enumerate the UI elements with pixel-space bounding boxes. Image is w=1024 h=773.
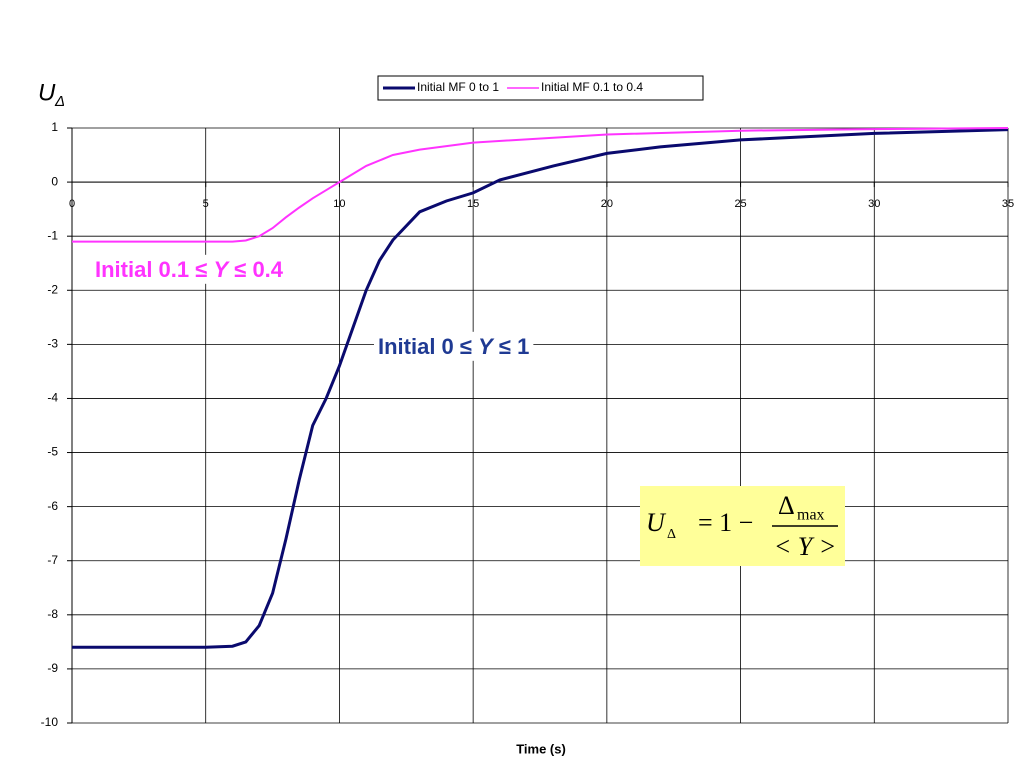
series-line <box>72 128 1009 649</box>
annotation: Initial 0 ≤ Y ≤ 1 <box>374 331 534 361</box>
y-tick-label: -7 <box>47 553 58 567</box>
annotation-text: Initial 0 ≤ Y ≤ 1 <box>378 334 529 359</box>
x-tick-label: 15 <box>467 198 479 210</box>
annotation-part: Initial 0.1 ≤ <box>95 257 213 282</box>
y-tick-label: -3 <box>47 337 58 351</box>
x-tick-label: 10 <box>333 198 345 210</box>
formula-denominator: < Y > <box>774 532 837 561</box>
formula-lhs-sub: Δ <box>667 527 676 542</box>
y-axis-label-sub: Δ <box>54 93 65 110</box>
y-tick-label: -5 <box>47 445 58 459</box>
y-tick-label: -6 <box>47 499 58 513</box>
y-tick-label: -10 <box>41 715 59 729</box>
annotation-part: ≤ 0.4 <box>228 257 284 282</box>
y-tick-label: 0 <box>51 174 58 188</box>
annotation-part: Initial 0 ≤ <box>378 334 478 359</box>
legend-label: Initial MF 0.1 to 0.4 <box>541 80 643 94</box>
x-tick-label: 30 <box>868 198 880 210</box>
x-tick-label: 35 <box>1002 198 1014 210</box>
y-tick-label: 1 <box>51 120 58 134</box>
y-axis-label: U <box>38 79 56 106</box>
x-tick-label: 25 <box>734 198 746 210</box>
y-tick-label: -1 <box>47 228 58 242</box>
formula-eq: = 1 − <box>698 508 753 537</box>
annotation-text: Initial 0.1 ≤ Y ≤ 0.4 <box>95 257 284 282</box>
y-tick-label: -4 <box>47 391 58 405</box>
annotation-part: ≤ 1 <box>493 334 530 359</box>
formula-lhs: U <box>646 508 667 537</box>
y-tick-label: -9 <box>47 661 58 675</box>
x-tick-label: 5 <box>203 198 209 210</box>
legend: Initial MF 0 to 1 Initial MF 0.1 to 0.4 <box>377 75 704 101</box>
annotation-bg <box>374 331 534 361</box>
series-line <box>72 127 1009 243</box>
y-tick-label: -2 <box>47 282 58 296</box>
annotation-part: Y <box>478 334 495 359</box>
formula-numerator-sub: max <box>797 507 825 524</box>
annotation: Initial 0.1 ≤ Y ≤ 0.4 <box>91 254 288 284</box>
legend-label: Initial MF 0 to 1 <box>417 80 499 94</box>
formula-numerator: Δ <box>778 491 795 520</box>
legend-box <box>377 75 704 101</box>
formula: U Δ = 1 −Δ max< Y > <box>640 486 845 566</box>
x-axis-label: Time (s) <box>516 741 566 756</box>
x-tick-label: 20 <box>601 198 613 210</box>
annotation-part: Y <box>213 257 230 282</box>
annotation-bg <box>91 254 288 284</box>
y-tick-label: -8 <box>47 607 58 621</box>
